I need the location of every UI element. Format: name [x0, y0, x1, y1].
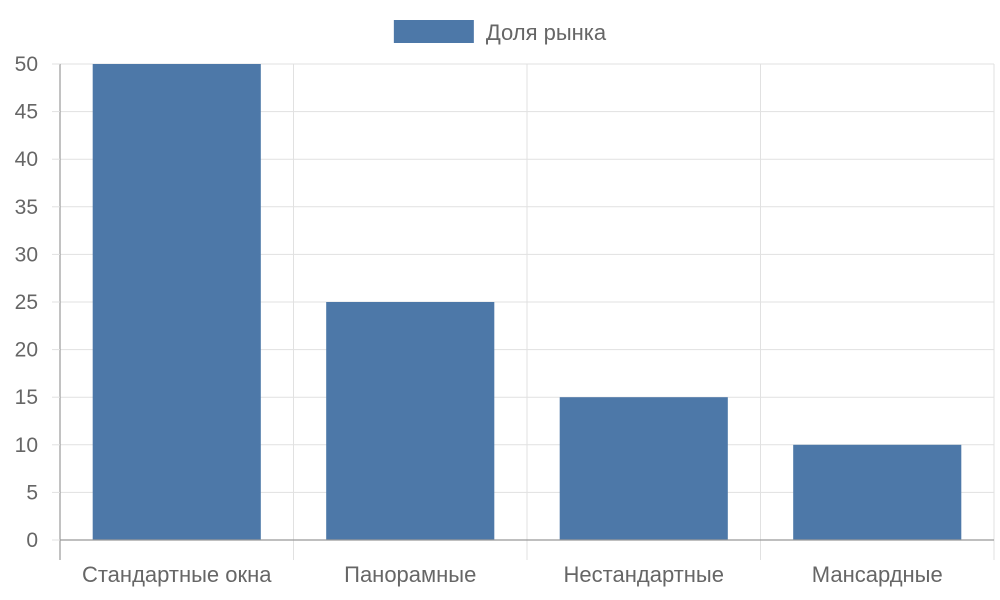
bar[interactable]	[559, 397, 728, 540]
y-tick-label: 15	[15, 386, 38, 409]
y-tick-label: 45	[15, 101, 38, 124]
y-tick-label: 40	[15, 148, 38, 171]
x-tick-label: Мансардные	[812, 562, 943, 587]
x-tick-label: Панорамные	[344, 562, 476, 587]
y-tick-label: 25	[15, 291, 38, 314]
bar[interactable]	[326, 302, 495, 540]
y-tick-label: 50	[15, 53, 38, 76]
y-tick-label: 30	[15, 243, 38, 266]
y-tick-label: 20	[15, 339, 38, 362]
y-axis-ticks: 0 5 10 15 20 25 30 35 40 45 50	[15, 53, 60, 552]
bar[interactable]	[793, 444, 962, 540]
x-tick-label: Стандартные окна	[82, 562, 272, 587]
x-axis-ticks: Стандартные окна Панорамные Нестандартные М…	[82, 562, 943, 587]
y-tick-label: 0	[26, 529, 38, 552]
x-tick-label: Нестандартные	[564, 562, 724, 587]
bar[interactable]	[92, 64, 261, 540]
legend[interactable]: Доля рынка	[393, 20, 607, 45]
y-tick-label: 35	[15, 196, 38, 219]
legend-swatch	[393, 20, 474, 43]
bars	[92, 64, 962, 540]
y-tick-label: 5	[26, 481, 38, 504]
y-tick-label: 10	[15, 434, 38, 457]
legend-label: Доля рынка	[486, 20, 607, 45]
